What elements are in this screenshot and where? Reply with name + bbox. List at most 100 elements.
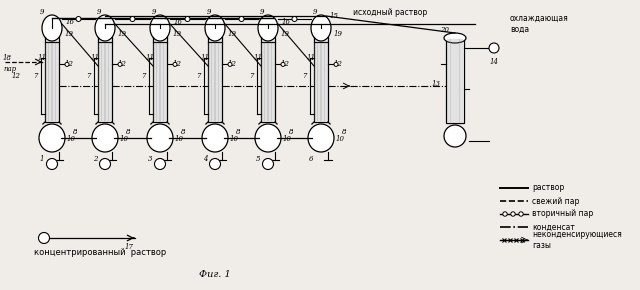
Text: Фиг. 1: Фиг. 1 — [199, 270, 231, 279]
Text: 12: 12 — [65, 60, 74, 68]
Circle shape — [38, 233, 49, 244]
Text: 5: 5 — [256, 155, 260, 163]
Text: 12: 12 — [228, 60, 237, 68]
Text: пар: пар — [3, 65, 16, 73]
Ellipse shape — [95, 15, 115, 41]
Ellipse shape — [205, 15, 225, 41]
Text: 11: 11 — [146, 54, 155, 62]
Text: 2: 2 — [93, 155, 97, 163]
Circle shape — [185, 17, 190, 21]
Text: 11: 11 — [38, 54, 47, 62]
Circle shape — [519, 212, 524, 216]
Text: 17: 17 — [125, 243, 134, 251]
Text: 8: 8 — [289, 128, 294, 136]
Text: неконденсирующиеся
газы: неконденсирующиеся газы — [532, 230, 621, 250]
Bar — [45, 42, 59, 122]
Text: 10: 10 — [230, 135, 239, 143]
Bar — [314, 42, 328, 122]
Text: 16: 16 — [66, 18, 75, 26]
Circle shape — [334, 62, 338, 66]
Circle shape — [239, 17, 244, 21]
Circle shape — [173, 62, 177, 66]
Ellipse shape — [311, 15, 331, 41]
Text: 7: 7 — [249, 72, 253, 80]
Ellipse shape — [92, 124, 118, 152]
Bar — [98, 42, 112, 122]
Text: 8: 8 — [181, 128, 186, 136]
Text: 11: 11 — [201, 54, 210, 62]
Circle shape — [503, 212, 507, 216]
Text: 9: 9 — [152, 8, 157, 16]
Text: 9: 9 — [97, 8, 102, 16]
Text: 19: 19 — [281, 30, 290, 38]
Circle shape — [511, 212, 515, 216]
Circle shape — [228, 62, 232, 66]
Text: 12: 12 — [281, 60, 290, 68]
Ellipse shape — [444, 33, 466, 43]
Text: 7: 7 — [141, 72, 145, 80]
Text: свежий пар: свежий пар — [532, 197, 579, 206]
Text: 9: 9 — [313, 8, 317, 16]
Text: 14: 14 — [490, 58, 499, 66]
Text: 3: 3 — [148, 155, 152, 163]
Text: 10: 10 — [283, 135, 292, 143]
Ellipse shape — [308, 124, 334, 152]
Circle shape — [154, 159, 166, 169]
Text: 12: 12 — [173, 60, 182, 68]
Text: 13: 13 — [432, 81, 441, 88]
Text: 19: 19 — [118, 30, 127, 38]
Text: 8: 8 — [236, 128, 241, 136]
Circle shape — [292, 17, 297, 21]
Text: 19: 19 — [65, 30, 74, 38]
Bar — [446, 38, 464, 123]
Circle shape — [130, 17, 135, 21]
Text: 7: 7 — [86, 72, 90, 80]
Circle shape — [262, 159, 273, 169]
Ellipse shape — [150, 15, 170, 41]
Circle shape — [99, 159, 111, 169]
Text: концентрированный  раствор: концентрированный раствор — [34, 248, 166, 257]
Text: 19: 19 — [173, 30, 182, 38]
Text: раствор: раствор — [532, 184, 564, 193]
Bar — [208, 42, 222, 122]
Text: 7: 7 — [196, 72, 200, 80]
Circle shape — [65, 62, 69, 66]
Circle shape — [47, 159, 58, 169]
Text: 12: 12 — [118, 60, 127, 68]
Text: конденсат: конденсат — [532, 222, 575, 231]
Text: 11: 11 — [91, 54, 100, 62]
Text: 15: 15 — [330, 12, 339, 20]
Text: 10: 10 — [175, 135, 184, 143]
Text: 20: 20 — [440, 26, 449, 34]
Text: вторичный пар: вторичный пар — [532, 209, 593, 218]
Text: 1: 1 — [40, 155, 45, 163]
Circle shape — [489, 43, 499, 53]
Text: 7: 7 — [302, 72, 307, 80]
Ellipse shape — [202, 124, 228, 152]
Text: 10: 10 — [336, 135, 345, 143]
Text: 11: 11 — [307, 54, 316, 62]
Text: охлаждающая
вода: охлаждающая вода — [510, 14, 569, 33]
Text: 12: 12 — [12, 72, 21, 80]
Text: 16: 16 — [282, 18, 291, 26]
Text: 6: 6 — [309, 155, 314, 163]
Ellipse shape — [255, 124, 281, 152]
Bar — [153, 42, 167, 122]
Bar — [261, 42, 275, 122]
Text: 19: 19 — [334, 30, 343, 38]
Text: 9: 9 — [40, 8, 45, 16]
Text: 7: 7 — [33, 72, 38, 80]
Text: 8: 8 — [342, 128, 346, 136]
Text: 12: 12 — [334, 60, 343, 68]
Ellipse shape — [147, 124, 173, 152]
Text: 9: 9 — [260, 8, 264, 16]
Text: 11: 11 — [254, 54, 263, 62]
Ellipse shape — [444, 125, 466, 147]
Text: 4: 4 — [203, 155, 207, 163]
Text: исходный раствор: исходный раствор — [353, 8, 427, 17]
Text: 8: 8 — [73, 128, 77, 136]
Text: 8: 8 — [126, 128, 131, 136]
Ellipse shape — [39, 124, 65, 152]
Circle shape — [118, 62, 122, 66]
Text: 19: 19 — [228, 30, 237, 38]
